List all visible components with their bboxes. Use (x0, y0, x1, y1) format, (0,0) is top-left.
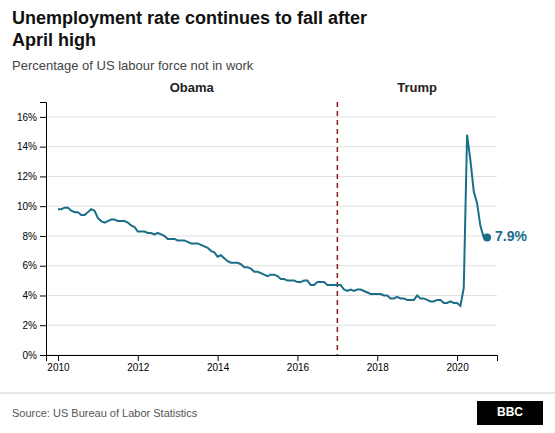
y-tick-label: 2% (23, 320, 38, 331)
y-tick: 10% (17, 201, 46, 212)
grid-line (46, 116, 497, 117)
plot: 0%2%4%6%8%10%12%14%16%201020122014201620… (17, 80, 527, 373)
y-tick: 2% (23, 320, 46, 331)
line (58, 135, 487, 306)
x-tick-label: 2014 (207, 362, 230, 373)
title-line: Unemployment rate continues to fall afte… (12, 8, 367, 28)
logo: BBC (477, 401, 543, 425)
x-tick: 2010 (47, 355, 70, 373)
x-tick-mark (377, 355, 378, 361)
y-tick-label: 10% (17, 201, 37, 212)
x-tick-label: 2018 (367, 362, 390, 373)
logo-box (477, 401, 543, 425)
title: Unemployment rate continues to fall afte… (12, 8, 367, 50)
y-tick-label: 14% (17, 141, 37, 152)
y-axis-line (40, 103, 47, 356)
x-tick-mark (457, 355, 458, 361)
y-tick: 6% (23, 260, 46, 271)
y-axis: 0% 2% 4% 6% 8% 10% 12% 14% 16% (17, 103, 47, 361)
y-tick-mark (40, 236, 46, 237)
x-tick-label: 2012 (127, 362, 150, 373)
grid-line (46, 325, 497, 326)
y-tick-mark (40, 206, 46, 207)
y-tick-mark (40, 117, 46, 118)
y-tick: 16% (17, 112, 46, 123)
grid-line (46, 206, 497, 207)
period-label: Obama (170, 80, 215, 95)
title-line: April high (12, 30, 96, 50)
grid (46, 117, 497, 355)
divider (0, 393, 555, 394)
logo-text: BBC (497, 405, 523, 419)
y-tick-mark (40, 176, 46, 177)
x-axis-line (47, 356, 498, 362)
x-tick-mark (218, 355, 219, 361)
y-tick-label: 0% (23, 350, 38, 361)
grid-line (46, 176, 497, 177)
y-tick: 0% (23, 350, 46, 361)
period-label: Trump (397, 80, 437, 95)
x-tick-label: 2010 (47, 362, 70, 373)
y-tick-mark (40, 266, 46, 267)
y-tick: 12% (17, 171, 46, 182)
grid-line (46, 146, 497, 147)
grid-line (46, 295, 497, 296)
y-tick-label: 6% (23, 260, 38, 271)
grid-line (46, 235, 497, 236)
y-tick: 8% (23, 231, 46, 242)
y-tick-mark (40, 355, 46, 356)
last-point (483, 233, 491, 241)
y-tick: 14% (17, 141, 46, 152)
x-tick: 2014 (207, 355, 230, 373)
y-tick: 4% (23, 290, 46, 301)
y-tick-mark (40, 147, 46, 148)
chart: Unemployment rate continues to fall afte… (0, 0, 555, 433)
marks (58, 102, 491, 355)
y-tick-label: 12% (17, 171, 37, 182)
x-tick: 2018 (367, 355, 390, 373)
x-tick-mark (297, 355, 298, 361)
y-tick-label: 8% (23, 231, 38, 242)
annotation: 7.9% (495, 228, 527, 244)
x-tick-mark (138, 355, 139, 361)
x-tick: 2020 (446, 355, 469, 373)
x-tick: 2012 (127, 355, 150, 373)
y-tick-mark (40, 325, 46, 326)
y-tick-label: 4% (23, 290, 38, 301)
x-tick: 2016 (287, 355, 310, 373)
x-tick-label: 2016 (287, 362, 310, 373)
x-tick-mark (58, 355, 59, 361)
y-tick-mark (40, 295, 46, 296)
grid-line (46, 265, 497, 266)
y-tick-label: 16% (17, 112, 37, 123)
source: Source: US Bureau of Labor Statistics (12, 407, 198, 419)
x-axis: 2010 2012 2014 2016 2018 2020 (47, 355, 498, 373)
x-tick-label: 2020 (446, 362, 469, 373)
transition-line (337, 102, 339, 355)
subtitle: Percentage of US labour force not in wor… (12, 58, 254, 73)
